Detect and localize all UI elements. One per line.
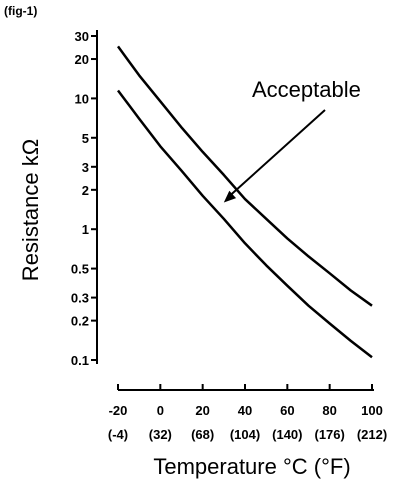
x-tick-label-celsius: 80 [322,403,336,418]
series-layer [116,45,373,359]
y-tick-label: 30 [75,29,89,44]
x-tick-label-fahrenheit: (212) [357,427,387,442]
x-tick-label-celsius: -20 [109,403,128,418]
series-line-lower-limit [117,89,373,359]
x-tick-label-celsius: 40 [238,403,252,418]
y-tick-label: 10 [75,91,89,106]
annotation-arrow-head [223,190,237,203]
y-tick-label: 3 [82,160,89,175]
x-tick-label-fahrenheit: (-4) [108,427,128,442]
y-tick-label: 1 [82,222,89,237]
annotation-label: Acceptable [252,77,361,102]
figure-label: (fig-1) [4,4,37,18]
x-axis-title: Temperature °C (°F) [153,454,350,479]
axes: 0.1 0.2 0.3 0.5 1 2 3 5 10 20 30 -20 (-4) 0 (32) 20 (68)… [71,29,387,442]
x-tick-label-fahrenheit: (176) [314,427,344,442]
x-tick-label-fahrenheit: (104) [230,427,260,442]
y-tick-label: 0.2 [71,314,89,329]
x-tick-label-celsius: 20 [195,403,209,418]
y-tick-label: 5 [82,131,89,146]
y-tick-label: 0.3 [71,291,89,306]
y-tick-label: 0.5 [71,262,89,277]
x-tick-label-celsius: 100 [361,403,383,418]
annotation-arrow-line [227,109,326,199]
x-tick-label-celsius: 60 [280,403,294,418]
x-tick-label-fahrenheit: (140) [272,427,302,442]
x-tick-label-fahrenheit: (68) [191,427,214,442]
x-tick-label-celsius: 0 [157,403,164,418]
series-line-upper-limit [116,45,373,307]
x-tick-label-fahrenheit: (32) [149,427,172,442]
y-tick-label: 20 [75,52,89,67]
y-tick-label: 0.1 [71,353,89,368]
annotation-layer: Acceptable [223,77,361,203]
y-axis-title: Resistance kΩ [18,139,43,281]
y-tick-label: 2 [82,183,89,198]
